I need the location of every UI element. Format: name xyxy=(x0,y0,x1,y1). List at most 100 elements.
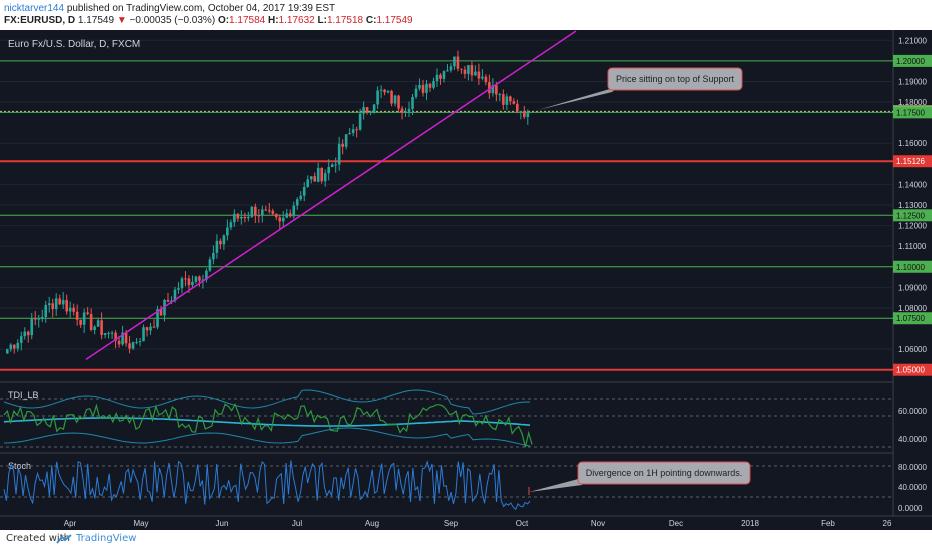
candle-body xyxy=(173,289,177,301)
footer: Created with TradingView xyxy=(0,530,932,550)
candle-body xyxy=(400,108,404,113)
candle-body xyxy=(117,340,121,345)
candle-body xyxy=(393,95,397,104)
candle-body xyxy=(295,199,299,206)
stoch-tick-0: 0.0000 xyxy=(898,504,923,513)
candle-body xyxy=(404,111,407,113)
candle-body xyxy=(344,134,348,147)
candle-body xyxy=(355,129,358,131)
stoch-tick-40: 40.0000 xyxy=(898,483,927,492)
candle-body xyxy=(65,300,68,312)
candles xyxy=(6,50,530,354)
candle-body xyxy=(449,66,453,71)
level-price-tag xyxy=(893,363,932,376)
candle-body xyxy=(128,343,131,349)
candle-body xyxy=(33,318,37,320)
candle-body xyxy=(463,69,467,74)
tdi-tick-40: 40.0000 xyxy=(898,435,927,444)
candle-body xyxy=(89,313,93,330)
candle-body xyxy=(453,56,456,67)
time-axis-label: 2018 xyxy=(741,519,759,528)
candle-body xyxy=(372,104,376,112)
candle-body xyxy=(362,107,365,114)
candle-body xyxy=(278,217,282,222)
callout-text: Price sitting on top of Support xyxy=(616,74,735,84)
divergence-text: Divergence on 1H pointing downwards. xyxy=(586,468,743,478)
level-price-tag-label: 1.20000 xyxy=(896,57,925,66)
time-axis[interactable]: Apr May Jun Jul Aug Sep Oct Nov Dec 2018 Feb 26 xyxy=(64,519,892,528)
candle-body xyxy=(470,65,474,76)
price-ticks: 1.21000 1.19000 1.18000 1.16000 1.14000 1.130… xyxy=(898,36,927,354)
candle-body xyxy=(334,164,337,166)
candle-body xyxy=(79,319,82,325)
time-axis-label: May xyxy=(133,519,148,528)
time-axis-label: Oct xyxy=(516,519,529,528)
candle-body xyxy=(456,56,460,69)
time-axis-label: Feb xyxy=(821,519,835,528)
candle-body xyxy=(288,213,292,217)
candle-body xyxy=(502,94,505,105)
candle-body xyxy=(376,90,379,105)
candle-body xyxy=(75,311,79,320)
candle-body xyxy=(491,85,495,94)
time-axis-label: 26 xyxy=(883,519,892,528)
candle-body xyxy=(215,240,219,253)
candle-body xyxy=(474,71,477,76)
candle-body xyxy=(131,342,135,349)
candle-body xyxy=(114,332,117,341)
tradingview-brand[interactable]: TradingView xyxy=(76,533,137,544)
level-price-tag xyxy=(893,260,932,273)
candle-body xyxy=(509,96,512,102)
candle-body xyxy=(467,65,470,74)
candle-body xyxy=(187,278,191,286)
candle-body xyxy=(407,108,411,112)
candle-body xyxy=(425,83,428,93)
candle-body xyxy=(96,320,100,327)
created-with-text: Created with xyxy=(6,533,70,544)
candle-body xyxy=(23,331,27,337)
author-link[interactable]: nicktarver144 xyxy=(4,3,65,14)
symbol-name[interactable]: FX:EURUSD, D xyxy=(4,15,76,26)
candle-body xyxy=(442,71,446,79)
candle-body xyxy=(149,326,152,331)
candle-body xyxy=(390,90,393,104)
price-tick-label: 1.11000 xyxy=(898,242,927,251)
candle-body xyxy=(30,318,34,336)
candle-body xyxy=(348,133,351,135)
tdi-rsi-line xyxy=(3,402,533,448)
candle-body xyxy=(512,101,516,104)
candle-body xyxy=(418,84,421,89)
candle-body xyxy=(177,288,180,290)
candle-body xyxy=(142,327,145,342)
trendline[interactable] xyxy=(85,30,577,361)
candle-body xyxy=(435,74,439,82)
high-label: H: xyxy=(267,15,279,26)
time-axis-label: Dec xyxy=(669,519,683,528)
candle-body xyxy=(268,210,271,212)
chart-canvas[interactable]: 1.21000 1.19000 1.18000 1.16000 1.14000 1.130… xyxy=(0,30,932,530)
candle-body xyxy=(257,215,261,217)
candle-body xyxy=(337,143,341,165)
price-tick-label: 1.21000 xyxy=(898,36,927,45)
high-value: 1.17632 xyxy=(278,15,315,26)
candle-body xyxy=(505,96,509,105)
candle-body xyxy=(198,276,201,281)
candle-body xyxy=(194,276,198,282)
open-value: 1.17584 xyxy=(229,15,266,26)
candle-body xyxy=(351,129,355,134)
price-tick-label: 1.16000 xyxy=(898,139,927,148)
candle-body xyxy=(138,341,142,343)
candle-body xyxy=(306,179,310,187)
candle-body xyxy=(250,206,254,217)
callout-support[interactable]: Price sitting on top of Support xyxy=(538,67,743,110)
candle-body xyxy=(428,83,432,88)
candle-body xyxy=(152,326,156,328)
candle-body xyxy=(341,143,344,147)
candle-body xyxy=(9,344,13,350)
candle-body xyxy=(44,305,48,318)
open-label: O: xyxy=(217,15,230,26)
callout-divergence[interactable]: Divergence on 1H pointing downwards. xyxy=(528,461,751,495)
tdi-title: TDI_LB xyxy=(8,390,39,400)
candle-body xyxy=(313,176,317,182)
level-price-tag-label: 1.10000 xyxy=(896,263,925,272)
